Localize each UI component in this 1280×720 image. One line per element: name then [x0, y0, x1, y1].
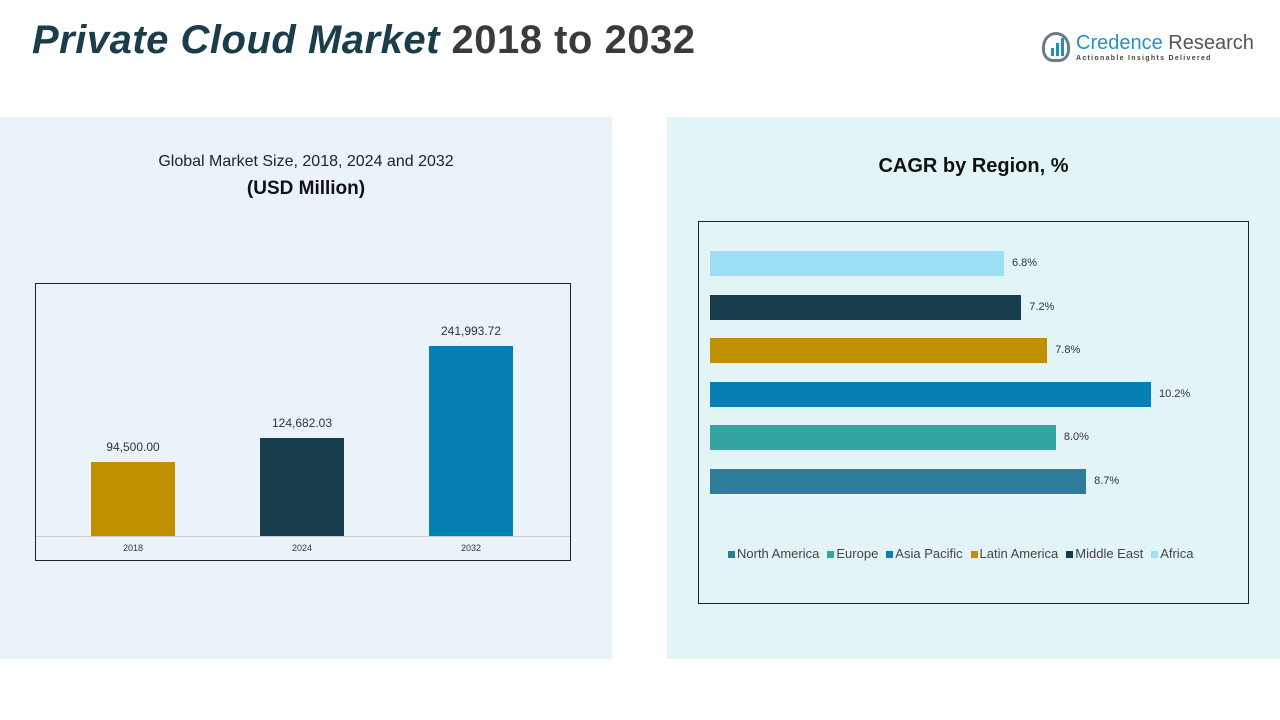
data-label-north-america: 8.7% — [1094, 475, 1120, 487]
x-axis — [36, 536, 570, 537]
legend-item: Europe — [827, 546, 878, 561]
legend-swatch — [970, 551, 978, 558]
bar-middle-east — [710, 295, 1022, 320]
legend-label: Latin America — [979, 546, 1059, 561]
logo-name-a: Credence — [1076, 32, 1163, 54]
bar-europe — [710, 425, 1056, 450]
legend-label: Middle East — [1075, 546, 1144, 561]
bar-north-america — [710, 469, 1087, 494]
market-size-unit: (USD Million) — [246, 178, 366, 199]
legend-swatch — [827, 551, 835, 558]
legend-item: Middle East — [1066, 546, 1143, 561]
data-label-asia-pacific: 10.2% — [1159, 388, 1191, 400]
legend-swatch — [886, 551, 894, 558]
data-label-africa: 6.8% — [1012, 257, 1038, 269]
bar-2024 — [260, 438, 344, 536]
x-tick-2018: 2018 — [122, 543, 144, 553]
logo-name-b: Research — [1168, 32, 1254, 54]
legend-swatch — [728, 551, 735, 558]
data-label-2032: 241,993.72 — [440, 324, 502, 338]
data-label-2024: 124,682.03 — [271, 416, 333, 431]
data-label-middle-east: 7.2% — [1029, 301, 1055, 313]
x-tick-2032: 2032 — [460, 543, 482, 553]
data-label-europe: 8.0% — [1063, 431, 1089, 443]
legend-item: Asia Pacific — [886, 546, 963, 561]
bar-latin-america — [710, 338, 1048, 363]
bar-africa — [710, 251, 1004, 276]
legend-label: North America — [737, 546, 820, 561]
legend-item: North America — [728, 546, 819, 561]
logo-tagline: Actionable Insights Delivered — [1076, 55, 1212, 62]
title-years: 2018 to 2032 — [451, 18, 696, 62]
logo: Credence Research Actionable Insights De… — [1042, 32, 1254, 62]
title-main: Private Cloud Market — [32, 18, 440, 62]
legend-item: Africa — [1151, 546, 1193, 561]
bar-asia-pacific — [710, 382, 1151, 407]
cagr-title: CAGR by Region, % — [878, 155, 1069, 177]
page-title: Private Cloud Market 2018 to 2032 — [32, 18, 695, 63]
bar-2032 — [429, 346, 513, 536]
cagr-chart — [698, 221, 1249, 604]
legend-swatch — [1066, 551, 1074, 558]
legend-item: Latin America — [970, 546, 1059, 561]
data-label-2018: 94,500.00 — [106, 439, 160, 454]
bar-2018 — [91, 461, 175, 536]
market-size-chart — [35, 283, 571, 561]
legend-label: Asia Pacific — [895, 546, 963, 561]
logo-icon — [1042, 32, 1070, 62]
cagr-legend: North America Europe Asia Pacific Latin Ame… — [728, 546, 1193, 561]
market-size-title: Global Market Size, 2018, 2024 and 2032 — [158, 153, 454, 170]
data-label-latin-america: 7.8% — [1055, 344, 1081, 356]
x-tick-2024: 2024 — [291, 543, 313, 553]
legend-label: Africa — [1160, 546, 1194, 561]
legend-label: Europe — [836, 546, 879, 561]
legend-swatch — [1151, 551, 1159, 558]
